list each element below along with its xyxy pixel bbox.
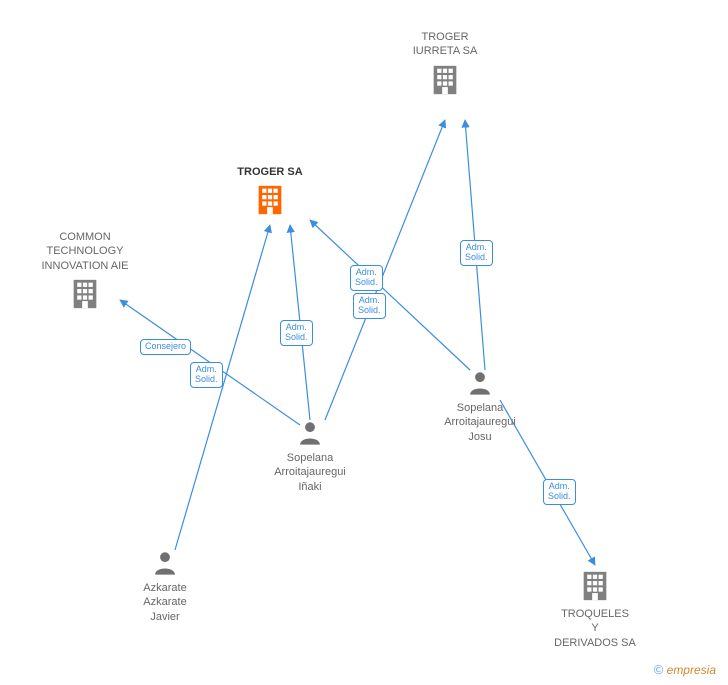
copyright-symbol: © [654, 662, 664, 677]
node-sopelana_josu: SopelanaArroitajaureguiJosu [410, 365, 550, 444]
person-icon [466, 369, 494, 397]
edge-label: Consejero [140, 339, 191, 355]
person-icon [151, 549, 179, 577]
edge-label: Adm. Solid. [353, 293, 386, 319]
node-common_tech: COMMONTECHNOLOGYINNOVATION AIE [15, 230, 155, 315]
building-icon [68, 277, 102, 311]
node-label: COMMONTECHNOLOGYINNOVATION AIE [15, 230, 155, 273]
person-icon [296, 419, 324, 447]
node-label: AzkarateAzkarateJavier [95, 581, 235, 624]
node-label: SopelanaArroitajaureguiJosu [410, 401, 550, 444]
footer-attribution: © empresia [654, 662, 716, 677]
edge-label: Adm. Solid. [543, 479, 576, 505]
node-label: TROGERIURRETA SA [375, 30, 515, 59]
node-label: SopelanaArroitajaureguiIñaki [240, 451, 380, 494]
node-azkarate: AzkarateAzkarateJavier [95, 545, 235, 624]
node-troqueles: TROQUELESYDERIVADOS SA [525, 565, 665, 650]
brand-name: empresia [667, 663, 716, 677]
building-icon [578, 569, 612, 603]
edge-line [310, 220, 470, 370]
node-troger_iurreta: TROGERIURRETA SA [375, 30, 515, 101]
building-icon [253, 183, 287, 217]
edge-label: Adm. Solid. [350, 265, 383, 291]
node-label: TROGER SA [200, 165, 340, 179]
edge-line [175, 225, 270, 550]
node-troger_sa: TROGER SA [200, 165, 340, 221]
edge-label: Adm. Solid. [190, 362, 223, 388]
node-label: TROQUELESYDERIVADOS SA [525, 607, 665, 650]
building-icon [428, 63, 462, 97]
node-sopelana_inaki: SopelanaArroitajaureguiIñaki [240, 415, 380, 494]
edge-label: Adm. Solid. [460, 240, 493, 266]
edge-label: Adm. Solid. [280, 320, 313, 346]
